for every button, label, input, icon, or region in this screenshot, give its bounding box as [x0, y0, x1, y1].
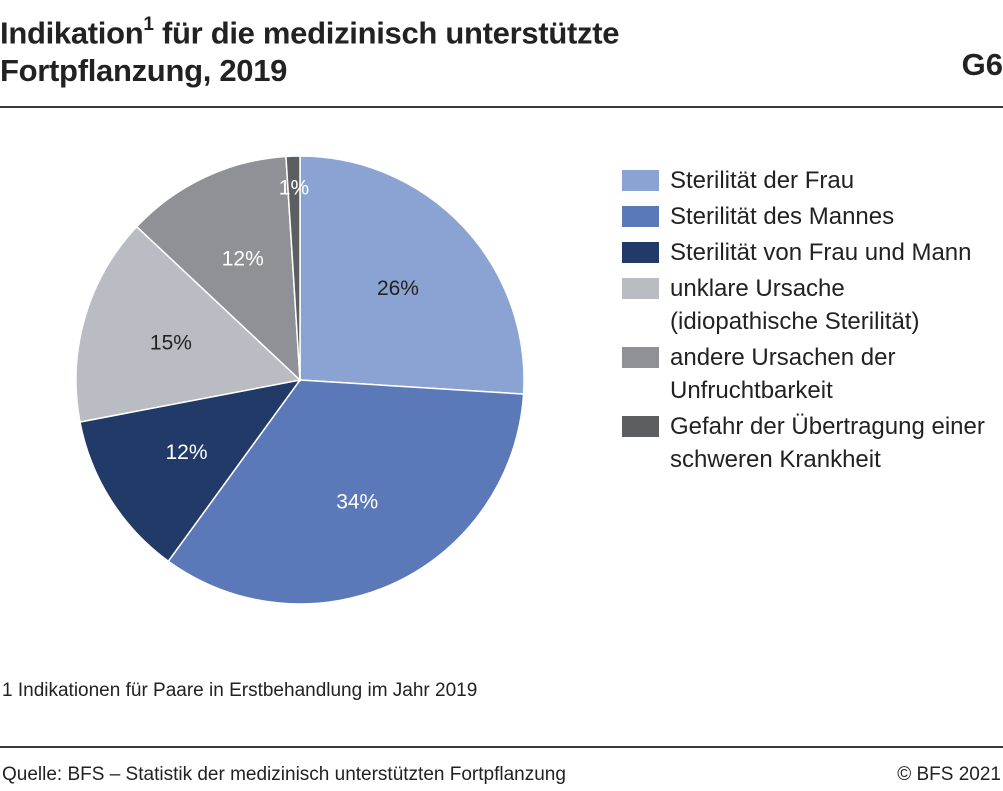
- bottom-divider: [0, 746, 1003, 748]
- pie-slice: [135, 155, 301, 382]
- legend-label: Sterilität des Mannes: [670, 203, 895, 230]
- slice-value-label: 12%: [166, 441, 208, 464]
- pie-slice: [285, 155, 301, 381]
- title-line2: Fortpflanzung, 2019: [0, 53, 288, 89]
- chart-title: Indikation1 für die medizinisch unterstü…: [0, 8, 1003, 90]
- title-text-continued: für die medizinisch unterstützte: [153, 15, 620, 51]
- slice-value-label: 15%: [150, 332, 192, 355]
- legend-swatch: [622, 206, 659, 227]
- pie-slice: [79, 378, 302, 563]
- slice-value-label: 26%: [377, 277, 419, 300]
- legend-item: andere Ursachen der Unfruchtbarkeit: [622, 341, 992, 407]
- legend-label: Sterilität der Frau: [670, 167, 855, 194]
- chart-legend: Sterilität der Frau Sterilität des Mannes…: [622, 164, 992, 479]
- pie-slice: [299, 155, 525, 395]
- legend-item: Gefahr der Übertragung einer schweren Kr…: [622, 410, 992, 476]
- pie-slice: [167, 379, 525, 605]
- legend-item: Sterilität des Mannes: [622, 200, 992, 233]
- legend-swatch: [622, 278, 659, 299]
- source-note: Quelle: BFS – Statistik der medizinisch …: [2, 764, 566, 785]
- slice-value-label: 12%: [222, 247, 264, 270]
- legend-swatch: [622, 242, 659, 263]
- legend-label: Gefahr der Übertragung einer schweren Kr…: [670, 413, 985, 473]
- title-footnote-marker: 1: [143, 14, 154, 35]
- legend-swatch: [622, 347, 659, 368]
- legend-item: Sterilität von Frau und Mann: [622, 236, 992, 269]
- legend-label: andere Ursachen der Unfruchtbarkeit: [670, 344, 896, 404]
- legend-item: Sterilität der Frau: [622, 164, 992, 197]
- legend-label: unklare Ursache (idiopathische Sterilitä…: [670, 275, 920, 335]
- legend-swatch: [622, 416, 659, 437]
- legend-label: Sterilität von Frau und Mann: [670, 239, 972, 266]
- footnote: 1 Indikationen für Paare in Erstbehandlu…: [2, 680, 478, 701]
- legend-item: unklare Ursache (idiopathische Sterilitä…: [622, 272, 992, 338]
- pie-chart: 26% 34% 12% 15% 12% 1%: [75, 155, 525, 605]
- copyright: © BFS 2021: [897, 764, 1001, 785]
- pie-slice: [75, 225, 302, 423]
- top-divider: [0, 106, 1003, 108]
- title-text: Indikation: [0, 15, 144, 51]
- legend-swatch: [622, 170, 659, 191]
- slice-value-label: 34%: [336, 491, 378, 514]
- chart-id: G6: [961, 47, 1003, 82]
- slice-value-label: 1%: [279, 176, 309, 199]
